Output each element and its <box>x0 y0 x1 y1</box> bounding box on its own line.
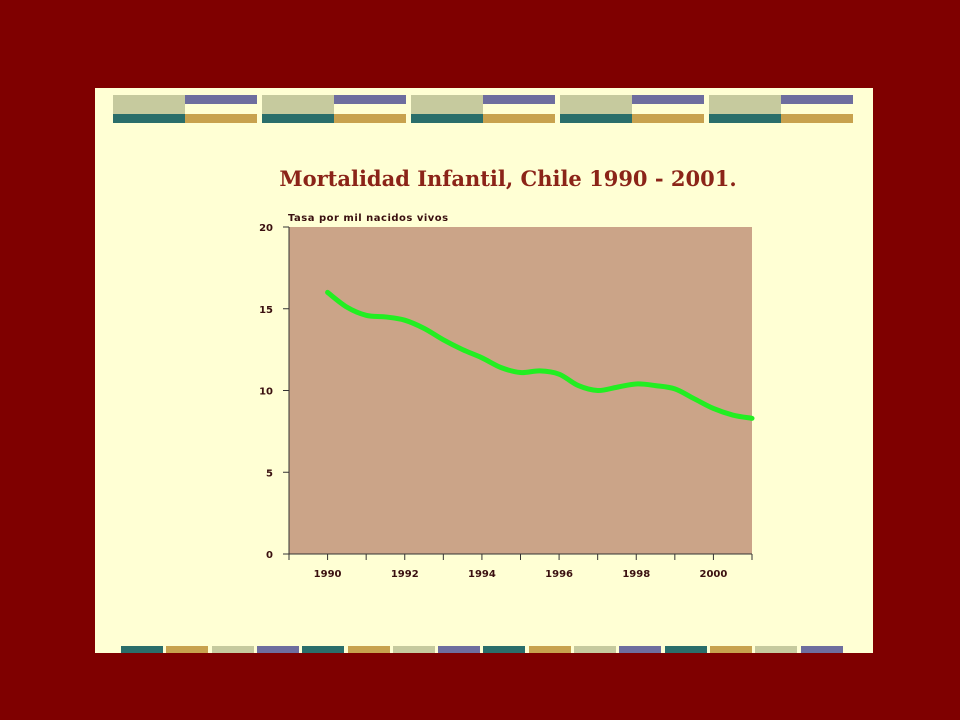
deco-stripe <box>632 95 704 104</box>
deco-stripe <box>483 104 555 114</box>
deco-stripe <box>185 104 257 114</box>
deco-stripe <box>347 646 390 653</box>
y-tick-label: 20 <box>259 223 273 234</box>
x-tick-labels: 1990 1992 1994 1996 1998 2000 <box>314 569 728 580</box>
deco-stripe <box>574 646 616 653</box>
y-tick-label: 5 <box>266 468 273 479</box>
deco-block <box>411 95 555 123</box>
deco-stripe <box>438 646 481 653</box>
deco-stripe <box>483 646 526 653</box>
deco-stripe <box>560 114 632 123</box>
deco-stripe <box>709 646 752 653</box>
deco-block <box>262 95 406 123</box>
deco-stripe <box>664 646 707 653</box>
deco-stripe <box>619 646 662 653</box>
deco-stripe <box>334 95 406 104</box>
deco-stripe <box>392 646 435 653</box>
deco-stripe <box>211 646 254 653</box>
slide-title: Mortalidad Infantil, Chile 1990 - 2001. <box>279 166 737 191</box>
top-decorative-band <box>113 95 855 123</box>
deco-block <box>709 95 853 123</box>
y-tick-label: 10 <box>259 387 273 398</box>
deco-stripe <box>334 114 406 123</box>
y-axis-label: Tasa por mil nacidos vivos <box>288 213 449 224</box>
deco-stripe <box>709 114 781 123</box>
axes <box>283 226 753 560</box>
y-tick-label: 0 <box>266 550 273 561</box>
x-tick-label: 1998 <box>622 569 650 580</box>
deco-stripe <box>262 114 334 123</box>
deco-block <box>560 95 704 123</box>
deco-stripe <box>185 95 257 104</box>
x-tick-label: 2000 <box>699 569 727 580</box>
deco-stripe <box>483 95 555 104</box>
deco-stripe <box>411 95 483 104</box>
y-tick-labels: 0 5 10 15 20 <box>259 223 273 561</box>
deco-stripe <box>166 646 209 653</box>
line-chart: Tasa por mil nacidos vivos 0 5 10 15 20 1990… <box>259 213 755 580</box>
deco-stripe <box>262 95 334 104</box>
deco-stripe <box>560 104 632 114</box>
deco-stripe <box>755 646 798 653</box>
deco-stripe <box>121 646 163 653</box>
deco-stripe <box>113 95 185 104</box>
deco-stripe <box>709 95 781 104</box>
deco-stripe <box>632 114 704 123</box>
deco-stripe <box>528 646 571 653</box>
deco-stripe <box>781 104 853 114</box>
deco-stripe <box>302 646 345 653</box>
deco-stripe <box>113 114 185 123</box>
x-tick-label: 1994 <box>468 569 496 580</box>
deco-stripe <box>334 104 406 114</box>
bottom-decorative-band <box>121 646 843 653</box>
deco-stripe <box>781 114 853 123</box>
slide: Mortalidad Infantil, Chile 1990 - 2001. … <box>95 88 873 653</box>
deco-stripe <box>262 104 334 114</box>
deco-stripe <box>411 104 483 114</box>
series-group <box>325 289 755 421</box>
deco-stripe <box>411 114 483 123</box>
deco-stripe <box>781 95 853 104</box>
x-tick-label: 1996 <box>545 569 573 580</box>
x-tick-label: 1992 <box>391 569 419 580</box>
deco-stripe <box>185 114 257 123</box>
deco-stripe <box>113 104 185 114</box>
deco-stripe <box>256 646 299 653</box>
deco-stripe <box>560 95 632 104</box>
deco-stripe <box>483 114 555 123</box>
deco-stripe <box>800 646 843 653</box>
y-tick-label: 15 <box>259 305 273 316</box>
x-tick-label: 1990 <box>314 569 342 580</box>
deco-stripe <box>709 104 781 114</box>
deco-block <box>113 95 257 123</box>
deco-stripe <box>632 104 704 114</box>
